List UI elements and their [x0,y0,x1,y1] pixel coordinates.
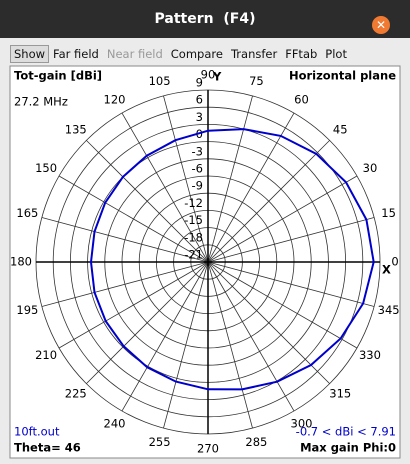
angle-label: 300 [291,416,313,430]
menu-item[interactable]: Plot [325,47,347,61]
r-tick-label: 6 [196,93,203,107]
menu-item[interactable]: Transfer [230,47,278,61]
chart-title: Tot-gain [dBi] [14,69,102,83]
angle-label: 165 [16,206,38,220]
r-tick-label: -12 [184,196,203,210]
angle-label: 45 [333,122,348,136]
menu-item[interactable]: Compare [170,47,223,61]
r-tick-label: 9 [196,76,203,90]
r-tick-label: -18 [184,230,203,244]
range-label: -0.7 < dBi < 7.91 [296,425,396,439]
angle-label: 225 [65,387,87,401]
r-tick-label: -6 [192,162,203,176]
r-tick-label: -15 [184,213,203,227]
angle-label: 315 [329,387,351,401]
angle-label: 60 [294,93,309,107]
menu-item[interactable]: FFtab [285,47,318,61]
angle-label: 150 [35,161,57,175]
angle-label: 120 [104,93,126,107]
x-axis-label: X [382,263,391,277]
angle-label: 75 [249,74,264,88]
angle-label: 345 [378,303,400,317]
angle-label: 210 [35,348,57,362]
menu-item[interactable]: Far field [53,47,99,61]
angle-label: 195 [16,303,38,317]
angle-label: 30 [363,161,378,175]
angle-label: 180 [10,255,32,269]
menu-item: Near field [106,47,163,61]
angle-label: 255 [149,435,171,449]
r-tick-label: -21 [184,248,203,262]
close-button[interactable]: ✕ [372,16,390,34]
angle-label: 0 [391,255,398,269]
angle-label: 285 [245,435,267,449]
window-title: Pattern (F4) [0,0,410,38]
pattern-line [89,128,375,391]
angle-label: 270 [197,442,219,456]
r-tick-label: 3 [196,110,203,124]
file-name: 10ft.out [14,425,60,439]
max-gain: Max gain Phi:0 [300,441,396,455]
angle-label: 90 [201,68,216,82]
r-tick-label: -9 [192,179,203,193]
subtitle: Horizontal plane [289,69,396,83]
angle-label: 135 [65,122,87,136]
angle-label: 105 [149,74,171,88]
r-tick-label: -3 [192,144,203,158]
menu-bar: Show Far field Near field Compare Transfer FF… [10,45,400,65]
frequency: 27.2 MHz [14,95,68,109]
y-axis-label: Y [212,70,222,84]
angle-label: 15 [381,206,396,220]
angle-label: 330 [359,348,381,362]
theta-label: Theta= 46 [14,441,81,455]
angle-label: 240 [104,416,126,430]
menu-item[interactable]: Show [10,45,50,63]
